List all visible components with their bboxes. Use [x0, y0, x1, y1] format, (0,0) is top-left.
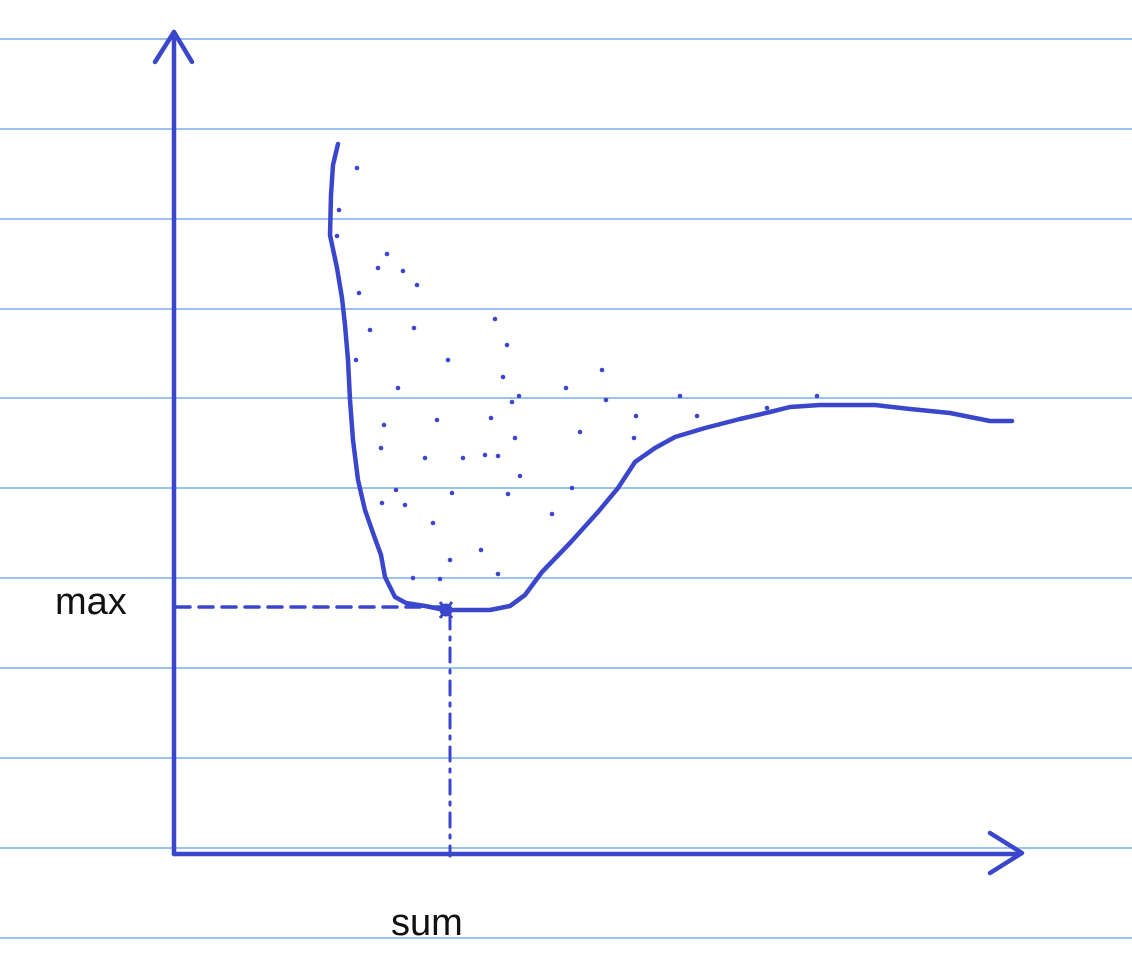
- y-axis-arrowhead-icon: [152, 29, 195, 65]
- x-axis-arrowhead-icon: [987, 830, 1025, 876]
- scatter-dot: [414, 282, 420, 288]
- scatter-dot: [430, 520, 436, 526]
- scatter-dot: [633, 413, 639, 419]
- scatter-dot: [509, 399, 515, 405]
- scatter-dot: [603, 397, 609, 403]
- scatter-dot: [402, 502, 408, 508]
- scatter-dot: [447, 557, 453, 563]
- scatter-dot: [512, 435, 518, 441]
- scatter-dot: [569, 485, 575, 491]
- scatter-dot: [411, 325, 417, 331]
- scatter-dot: [395, 385, 401, 391]
- scatter-dot: [492, 316, 498, 322]
- scatter-dot: [599, 367, 605, 373]
- scatter-dot: [353, 357, 359, 363]
- scatter-dot: [495, 453, 501, 459]
- scatter-dot: [379, 500, 385, 506]
- scatter-dot: [460, 455, 466, 461]
- scatter-dot: [764, 405, 770, 411]
- scatter-dot: [814, 393, 820, 399]
- scatter-dot: [677, 393, 683, 399]
- scatter-dot: [549, 511, 555, 517]
- scatter-dot: [445, 357, 451, 363]
- optimum-point-marker: [438, 601, 454, 619]
- scatter-dot: [434, 417, 440, 423]
- scatter-dot: [505, 491, 511, 497]
- scatter-dot: [393, 487, 399, 493]
- axes: [152, 29, 1025, 876]
- scatter-dot: [488, 415, 494, 421]
- scatter-dot: [336, 207, 342, 213]
- scatter-dot: [422, 455, 428, 461]
- scatter-dot: [384, 251, 390, 257]
- scatter-dot: [381, 422, 387, 428]
- scatter-dot: [478, 547, 484, 553]
- scatter-dot: [354, 165, 360, 171]
- scatter-dot: [367, 327, 373, 333]
- scatter-dot: [437, 576, 443, 582]
- scatter-dot: [482, 452, 488, 458]
- ruled-paper-lines: [0, 38, 1132, 939]
- scatter-dot: [495, 571, 501, 577]
- scatter-dot: [500, 374, 506, 380]
- scatter-dot: [516, 393, 522, 399]
- scatter-dot: [356, 290, 362, 296]
- scatter-points: [334, 165, 820, 582]
- scatter-dot: [504, 342, 510, 348]
- scatter-dot: [694, 413, 700, 419]
- scatter-dot: [378, 445, 384, 451]
- scatter-dot: [410, 575, 416, 581]
- sum-label: sum: [391, 902, 463, 944]
- lower-envelope-curve: [327, 141, 1015, 613]
- scatter-dot: [375, 265, 381, 271]
- scatter-dot: [334, 233, 340, 239]
- scatter-dot: [631, 435, 637, 441]
- max-label: max: [55, 581, 127, 623]
- scatter-dot: [400, 268, 406, 274]
- scatter-dot: [563, 385, 569, 391]
- scatter-dot: [517, 473, 523, 479]
- scatter-dot: [577, 429, 583, 435]
- scatter-dot: [449, 490, 455, 496]
